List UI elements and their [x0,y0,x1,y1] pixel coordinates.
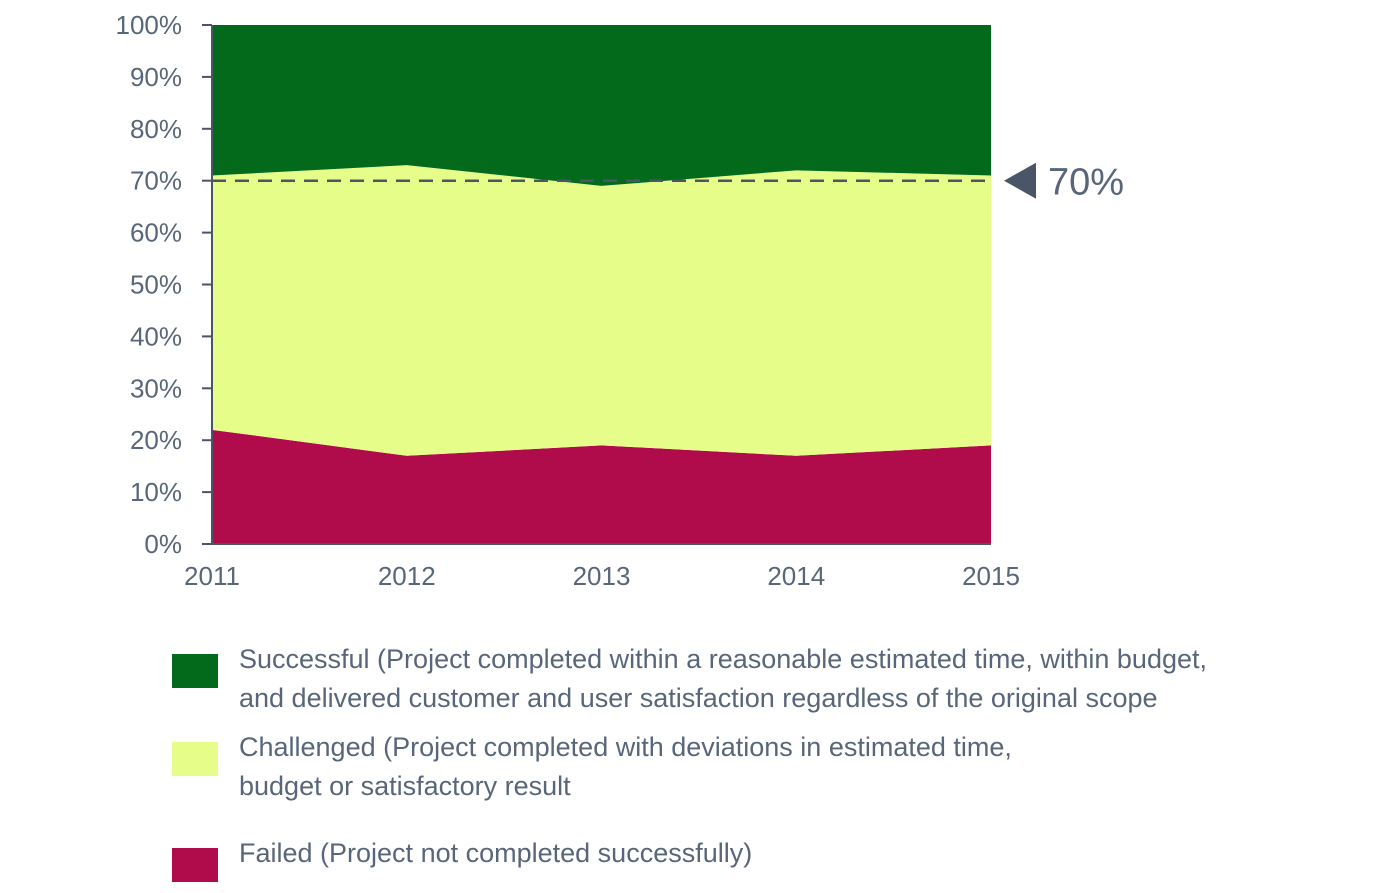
reference-marker-triangle [1004,162,1036,199]
y-tick-label: 90% [130,62,182,92]
legend-text-failed: Failed (Project not completed successful… [239,834,752,873]
y-tick-label: 10% [130,477,182,507]
legend-item-challenged: Challenged (Project completed with devia… [172,728,1012,806]
legend-line: budget or satisfactory result [239,771,571,801]
legend-text-challenged: Challenged (Project completed with devia… [239,728,1012,806]
legend-swatch-failed [172,848,218,882]
legend-text-successful: Successful (Project completed within a r… [239,640,1207,718]
legend-swatch-successful [172,654,218,688]
x-tick-label: 2015 [962,561,1020,591]
y-tick-label: 70% [130,166,182,196]
area-successful [212,25,991,186]
legend-line: Failed (Project not completed successful… [239,838,753,868]
reference-line-label: 70% [1048,162,1124,204]
y-tick-label: 80% [130,114,182,144]
legend-line: Successful (Project completed within a r… [239,644,1207,674]
y-tick-label: 100% [116,10,183,40]
x-tick-label: 2011 [184,561,240,591]
y-axis-ticks: 0% 10% 20% 30% 40% 50% 60% 70% 80% 90% 100% [116,10,212,559]
area-series-group [212,25,991,544]
legend-item-failed: Failed (Project not completed successful… [172,834,752,882]
legend-item-successful: Successful (Project completed within a r… [172,640,1207,718]
legend-swatch-challenged [172,742,218,776]
y-tick-label: 50% [130,270,182,300]
area-failed [212,429,991,544]
y-tick-label: 60% [130,218,182,248]
y-tick-label: 30% [130,373,182,403]
y-tick-label: 20% [130,425,182,455]
reference-line-group: 70% [212,162,1124,204]
legend-line: Challenged (Project completed with devia… [239,732,1012,762]
x-tick-label: 2013 [573,561,631,591]
y-tick-label: 40% [130,321,182,351]
legend-line: and delivered customer and user satisfac… [239,683,1158,713]
area-challenged [212,165,991,456]
y-tick-label: 0% [144,529,182,559]
x-tick-label: 2012 [378,561,436,591]
stacked-area-chart: 0%10%20%30%40%50%60%70%80%90%100% 2011 20… [116,10,1125,591]
x-tick-label: 2014 [767,561,825,591]
x-axis-ticks: 2011 2012 2013 2014 2015 [184,561,1020,591]
